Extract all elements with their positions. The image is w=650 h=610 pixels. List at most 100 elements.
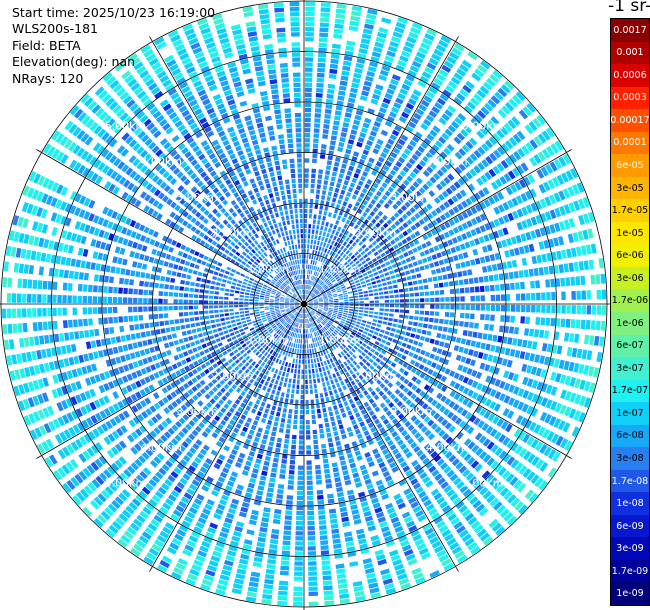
range-gate [145, 482, 154, 492]
range-gate [348, 398, 354, 405]
range-gate [333, 337, 338, 343]
range-gate [330, 202, 335, 208]
range-gate [146, 552, 157, 561]
range-gate [334, 343, 339, 348]
range-gate [397, 324, 402, 329]
range-gate [32, 380, 40, 390]
range-gate [296, 307, 301, 311]
range-gate [450, 76, 461, 86]
range-gate [322, 292, 327, 296]
range-gate [319, 329, 323, 334]
range-gate [271, 338, 276, 343]
range-gate [309, 280, 312, 285]
range-gate [359, 298, 364, 301]
range-gate [299, 334, 301, 339]
range-gate [319, 32, 329, 38]
range-gate [479, 450, 488, 460]
range-gate [342, 122, 350, 128]
range-gate [569, 377, 577, 387]
range-gate [284, 361, 289, 367]
range-gate [313, 255, 317, 260]
range-gate [360, 385, 366, 392]
ray [231, 308, 303, 595]
range-gate [418, 399, 425, 407]
range-gate [193, 526, 203, 534]
range-gate [465, 140, 474, 150]
range-gate [425, 152, 433, 160]
range-gate [292, 321, 295, 326]
range-gate [429, 353, 436, 360]
range-gate [406, 344, 412, 350]
range-gate [187, 349, 194, 355]
range-gate [409, 268, 415, 274]
range-gate [463, 105, 473, 114]
range-gate [315, 245, 319, 251]
range-gate [213, 394, 220, 401]
range-gate [305, 37, 314, 42]
range-gate [364, 183, 370, 190]
range-gate [107, 381, 115, 390]
range-gate [457, 364, 464, 372]
range-gate [119, 472, 129, 482]
range-gate [443, 408, 450, 416]
range-gate [405, 188, 413, 196]
range-gate [65, 461, 75, 472]
range-gate [339, 598, 350, 605]
range-gate [206, 401, 213, 409]
range-gate [117, 377, 124, 386]
range-gate [272, 356, 277, 362]
range-gate [188, 397, 195, 405]
range-gate [186, 511, 196, 519]
range-gate [410, 428, 418, 436]
range-gate [244, 310, 250, 314]
range-gate [349, 369, 354, 375]
range-gate [43, 423, 52, 434]
range-gate [225, 485, 233, 492]
range-gate [363, 348, 369, 354]
range-gate [258, 347, 264, 353]
range-gate [349, 260, 354, 266]
range-gate [189, 447, 197, 455]
range-gate [423, 416, 431, 423]
range-gate [431, 254, 438, 260]
range-gate [429, 570, 441, 579]
range-gate [367, 250, 373, 256]
range-gate [343, 297, 349, 300]
range-gate [450, 296, 455, 302]
range-gate [145, 366, 152, 373]
range-gate [336, 268, 341, 274]
range-gate [356, 271, 362, 276]
range-gate [284, 316, 289, 320]
range-gate [447, 198, 455, 206]
range-gate [431, 219, 438, 227]
range-gate [256, 318, 262, 322]
range-gate [208, 365, 214, 372]
range-gate [271, 528, 280, 535]
range-gate [563, 263, 569, 273]
range-gate [330, 286, 335, 290]
range-gate [285, 308, 290, 310]
range-gate [488, 136, 498, 146]
range-gate [87, 431, 96, 441]
range-gate [563, 204, 571, 215]
range-gate [155, 471, 164, 480]
range-gate [302, 344, 304, 349]
range-gate [434, 101, 443, 110]
range-gate [318, 317, 323, 322]
range-gate [278, 590, 288, 596]
range-gate [331, 462, 338, 468]
range-gate [229, 305, 234, 308]
range-gate [415, 387, 422, 394]
range-gate [414, 149, 422, 157]
range-gate [368, 410, 375, 417]
range-gate [460, 356, 467, 363]
range-gate [382, 530, 392, 538]
range-gate [577, 198, 586, 210]
range-gate [304, 138, 311, 143]
range-gate [184, 437, 193, 445]
range-gate [483, 275, 489, 283]
range-gate [392, 203, 399, 210]
range-gate [305, 430, 311, 435]
range-gate [437, 193, 445, 201]
range-gate [330, 58, 339, 65]
